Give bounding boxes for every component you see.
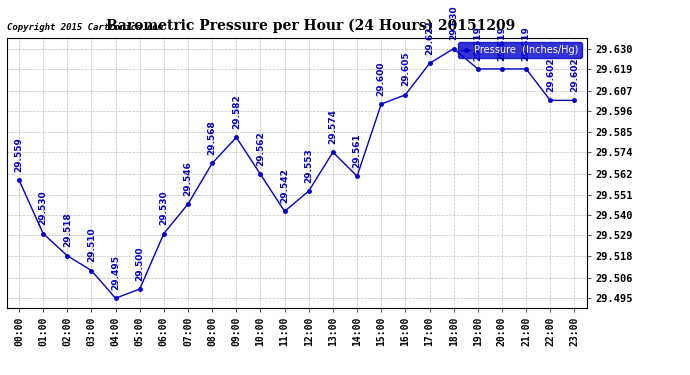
Text: 29.546: 29.546 bbox=[184, 161, 193, 196]
Text: 29.495: 29.495 bbox=[111, 255, 120, 290]
Text: 29.600: 29.600 bbox=[377, 61, 386, 96]
Pressure  (Inches/Hg) bbox=[208, 161, 217, 165]
Pressure  (Inches/Hg) bbox=[159, 231, 168, 236]
Pressure  (Inches/Hg) bbox=[353, 174, 362, 178]
Text: 29.619: 29.619 bbox=[522, 26, 531, 61]
Text: 29.561: 29.561 bbox=[353, 133, 362, 168]
Pressure  (Inches/Hg) bbox=[522, 67, 530, 71]
Pressure  (Inches/Hg) bbox=[111, 296, 120, 300]
Text: 29.602: 29.602 bbox=[570, 57, 579, 92]
Pressure  (Inches/Hg) bbox=[570, 98, 578, 103]
Pressure  (Inches/Hg) bbox=[304, 189, 313, 193]
Text: Copyright 2015 Cartronics.com: Copyright 2015 Cartronics.com bbox=[7, 23, 163, 32]
Text: 29.530: 29.530 bbox=[39, 190, 48, 225]
Pressure  (Inches/Hg) bbox=[473, 67, 482, 71]
Pressure  (Inches/Hg) bbox=[39, 231, 47, 236]
Pressure  (Inches/Hg) bbox=[280, 209, 288, 214]
Text: 29.622: 29.622 bbox=[425, 20, 434, 55]
Text: 29.619: 29.619 bbox=[497, 26, 506, 61]
Pressure  (Inches/Hg) bbox=[232, 135, 240, 140]
Text: 29.562: 29.562 bbox=[256, 131, 265, 166]
Text: 29.605: 29.605 bbox=[401, 52, 410, 87]
Text: 29.553: 29.553 bbox=[304, 148, 313, 183]
Text: 29.518: 29.518 bbox=[63, 213, 72, 248]
Text: 29.510: 29.510 bbox=[87, 228, 96, 262]
Text: 29.630: 29.630 bbox=[449, 6, 458, 40]
Pressure  (Inches/Hg) bbox=[377, 102, 385, 106]
Text: 29.542: 29.542 bbox=[280, 168, 289, 203]
Pressure  (Inches/Hg) bbox=[135, 287, 144, 291]
Pressure  (Inches/Hg) bbox=[498, 67, 506, 71]
Pressure  (Inches/Hg) bbox=[87, 268, 95, 273]
Legend: Pressure  (Inches/Hg): Pressure (Inches/Hg) bbox=[458, 42, 582, 58]
Text: 29.530: 29.530 bbox=[159, 190, 168, 225]
Text: Barometric Pressure per Hour (24 Hours) 20151209: Barometric Pressure per Hour (24 Hours) … bbox=[106, 19, 515, 33]
Text: 29.582: 29.582 bbox=[232, 94, 241, 129]
Pressure  (Inches/Hg) bbox=[402, 93, 410, 97]
Pressure  (Inches/Hg) bbox=[329, 150, 337, 154]
Pressure  (Inches/Hg) bbox=[425, 61, 433, 66]
Text: 29.574: 29.574 bbox=[328, 109, 337, 144]
Text: 29.500: 29.500 bbox=[135, 246, 144, 280]
Pressure  (Inches/Hg) bbox=[546, 98, 555, 103]
Pressure  (Inches/Hg) bbox=[184, 202, 192, 206]
Pressure  (Inches/Hg) bbox=[63, 254, 72, 258]
Text: 29.559: 29.559 bbox=[14, 137, 23, 172]
Pressure  (Inches/Hg) bbox=[15, 178, 23, 182]
Line: Pressure  (Inches/Hg): Pressure (Inches/Hg) bbox=[15, 45, 578, 302]
Text: 29.602: 29.602 bbox=[546, 57, 555, 92]
Text: 29.568: 29.568 bbox=[208, 120, 217, 155]
Pressure  (Inches/Hg) bbox=[450, 46, 458, 51]
Text: 29.619: 29.619 bbox=[473, 26, 482, 61]
Pressure  (Inches/Hg) bbox=[257, 172, 265, 177]
